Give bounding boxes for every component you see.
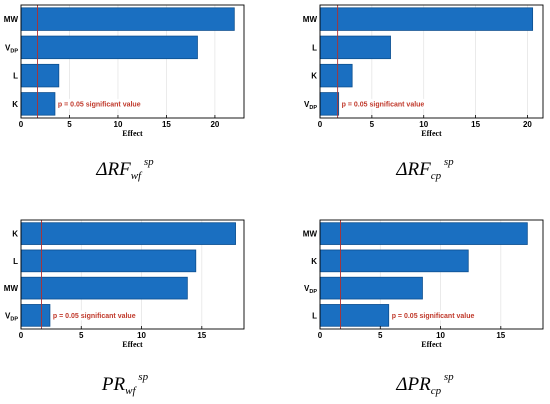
bar-vdp — [319, 92, 340, 116]
significance-label: p = 0.05 significant value — [392, 313, 475, 320]
category-label: L — [312, 43, 317, 52]
bar-mw — [319, 222, 528, 245]
panel-caption: ΔPRcp sp — [395, 371, 454, 397]
x-tick-label: 0 — [19, 331, 24, 340]
category-label: L — [13, 72, 18, 81]
category-label: K — [311, 72, 317, 81]
category-label: MW — [4, 284, 19, 293]
x-tick-label: 20 — [210, 120, 219, 129]
significance-label-bg — [51, 310, 140, 321]
axes-frame — [319, 4, 544, 119]
axes-frame — [20, 4, 245, 119]
x-tick-label: 0 — [318, 331, 323, 340]
panel-caption: PRwf sp — [101, 371, 149, 397]
x-tick-label: 15 — [496, 331, 505, 340]
significance-label-bg — [56, 98, 145, 109]
significance-label-bg — [340, 98, 429, 109]
bar-mw — [20, 276, 188, 300]
chart-panel-3: K L MW VDP p = 0.05 significant value 0 5 10 15 E… — [4, 219, 245, 397]
category-label: L — [13, 257, 18, 266]
chart-panel-1: MW VDP L K p = 0.05 significant value 0 5 10 15 2… — [4, 4, 245, 182]
x-axis-label: Effect — [421, 340, 442, 349]
significance-label: p = 0.05 significant value — [53, 313, 136, 320]
bar-k — [20, 92, 56, 116]
bar-l — [20, 249, 197, 273]
x-tick-label: 20 — [523, 120, 532, 129]
x-axis-label: Effect — [122, 340, 143, 349]
category-label: VDP — [304, 100, 317, 111]
bar-vdp — [20, 304, 51, 327]
bar-vdp — [20, 35, 198, 60]
significance-label: p = 0.05 significant value — [342, 101, 425, 108]
bar-mw — [319, 7, 534, 31]
bar-k — [319, 249, 469, 273]
chart-panel-2: MW L K VDP p = 0.05 significant value 0 5 10 15 2… — [303, 4, 544, 182]
x-tick-label: 15 — [162, 120, 171, 129]
category-label: MW — [4, 15, 19, 24]
x-tick-label: 15 — [197, 331, 206, 340]
x-tick-label: 10 — [114, 120, 123, 129]
category-label: K — [12, 230, 18, 239]
panel-caption: ΔRFcp sp — [395, 156, 454, 182]
category-label: K — [12, 100, 18, 109]
bar-k — [319, 63, 353, 88]
category-label: MW — [303, 230, 318, 239]
bar-l — [319, 304, 390, 327]
panel-caption: ΔRFwf sp — [95, 156, 154, 182]
x-tick-label: 0 — [19, 120, 24, 129]
bar-l — [20, 63, 60, 88]
x-tick-label: 10 — [137, 331, 146, 340]
bar-k — [20, 222, 236, 245]
category-label: K — [311, 257, 317, 266]
x-axis-label: Effect — [122, 129, 143, 138]
significance-label-bg — [390, 310, 479, 321]
x-tick-label: 10 — [436, 331, 445, 340]
x-tick-label: 5 — [67, 120, 72, 129]
category-label: VDP — [304, 284, 317, 295]
category-label: MW — [303, 15, 318, 24]
axes-frame — [20, 219, 245, 330]
bar-l — [319, 35, 391, 60]
bar-vdp — [319, 276, 423, 300]
category-label: VDP — [5, 43, 18, 54]
x-tick-label: 5 — [370, 120, 375, 129]
x-tick-label: 15 — [471, 120, 480, 129]
chart-panel-4: MW K VDP L p = 0.05 significant value 0 5 10 15 E… — [303, 219, 544, 397]
category-label: VDP — [5, 311, 18, 322]
significance-label: p = 0.05 significant value — [58, 101, 141, 108]
x-tick-label: 5 — [79, 331, 84, 340]
bar-mw — [20, 7, 235, 31]
x-axis-label: Effect — [421, 129, 442, 138]
x-tick-label: 10 — [419, 120, 428, 129]
axes-frame — [319, 219, 544, 330]
x-tick-label: 5 — [378, 331, 383, 340]
category-label: L — [312, 311, 317, 320]
x-tick-label: 0 — [318, 120, 323, 129]
